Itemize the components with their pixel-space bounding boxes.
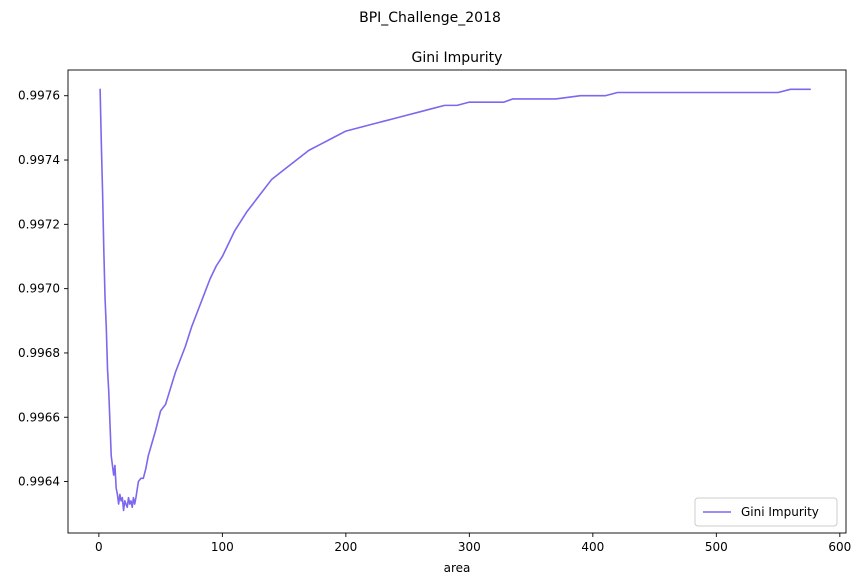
figure-suptitle: BPI_Challenge_2018	[359, 10, 501, 26]
legend-label: Gini Impurity	[741, 505, 819, 519]
axes-frame	[67, 69, 847, 534]
y-tick-label: 0.9968	[18, 346, 60, 360]
tick-layer: 0 100 200 300 400 500 600 0.9964 0.9966 0.9968 0.9…	[18, 89, 851, 554]
y-tick-label: 0.9966	[18, 410, 60, 424]
x-axis-label: area	[444, 561, 471, 575]
x-tick-label: 200	[334, 540, 357, 554]
x-tick-label: 100	[211, 540, 234, 554]
y-tick-label: 0.9964	[18, 475, 60, 489]
y-tick-label: 0.9974	[18, 153, 60, 167]
y-tick-label: 0.9972	[18, 217, 60, 231]
x-tick-label: 300	[458, 540, 481, 554]
legend: Gini Impurity	[694, 497, 838, 527]
chart-title: Gini Impurity	[412, 50, 503, 66]
plot-layer	[99, 88, 811, 512]
series-line-gini-impurity	[99, 88, 811, 512]
y-tick-label: 0.9970	[18, 282, 60, 296]
legend-box	[694, 497, 838, 527]
x-tick-label: 500	[705, 540, 728, 554]
x-tick-label: 600	[828, 540, 851, 554]
x-tick-label: 400	[581, 540, 604, 554]
y-tick-label: 0.9976	[18, 89, 60, 103]
x-tick-label: 0	[95, 540, 103, 554]
